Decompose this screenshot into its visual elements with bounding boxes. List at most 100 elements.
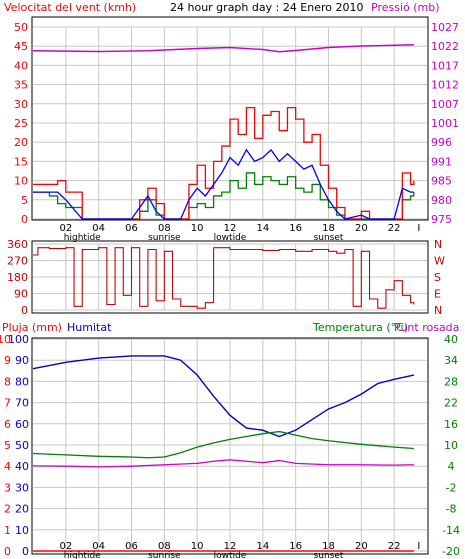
wind-axis-tick: 45 [14, 40, 28, 53]
x-axis-tick-label: 04 [92, 541, 105, 552]
grid-lines [33, 26, 427, 552]
temperature-axis-tick: 4 [448, 460, 455, 473]
series-lines [32, 44, 415, 552]
temperature-axis-tick: -20 [442, 545, 460, 558]
humidity-axis-tick: 70 [15, 397, 29, 410]
rain-axis-tick: 2 [4, 503, 11, 516]
pressure-axis-tick: 1017 [431, 59, 459, 72]
compass-axis-label: W [434, 255, 445, 268]
x-axis-tick-label: 02 [59, 541, 72, 552]
pressure-axis-tick: 980 [431, 194, 452, 207]
event-label-hightide: hightide [64, 551, 101, 559]
rain-axis-tick: 1 [4, 524, 11, 537]
wind-direction-line [33, 247, 415, 309]
rain-axis-tick: 9 [4, 354, 11, 367]
compass-axis-label: E [434, 288, 441, 301]
wind-axis-tick: 25 [14, 117, 28, 130]
x-axis-tick-label: I [417, 223, 420, 234]
temperature-axis-tick: -2 [446, 481, 457, 494]
wind-axis-tick: 10 [14, 175, 28, 188]
direction-axis-tick: 360 [7, 238, 28, 251]
dew-point-line [32, 459, 414, 468]
temperature-axis-tick: 16 [444, 418, 458, 431]
humidity-axis-tick: 0 [22, 545, 29, 558]
x-axis-tick-label: 10 [191, 223, 204, 234]
wind-axis-tick: 20 [14, 136, 28, 149]
x-axis-tick-label: 12 [224, 541, 237, 552]
humidity-axis-tick: 60 [15, 418, 29, 431]
direction-axis-tick: 0 [21, 304, 28, 317]
wind-axis-tick: 40 [14, 59, 28, 72]
wind-axis-tick: 0 [21, 213, 28, 226]
compass-axis-label: S [434, 271, 441, 284]
direction-axis-tick: 180 [7, 271, 28, 284]
wind-axis-title: Velocitat del vent (kmh) [4, 1, 136, 14]
rain-axis-tick: 7 [4, 397, 11, 410]
wind-axis-tick: 15 [14, 155, 28, 168]
x-axis-tick-label: I [417, 541, 420, 552]
x-axis-tick-label: 08 [158, 223, 171, 234]
x-axis-tick-label: 14 [256, 223, 269, 234]
humidity-axis-tick: 100 [8, 333, 29, 346]
x-axis-tick-label: 18 [322, 223, 335, 234]
x-axis-tick-label: 22 [388, 223, 401, 234]
pressure-axis-tick: 991 [431, 155, 452, 168]
temperature-axis-tick: 22 [444, 397, 458, 410]
wind-axis-tick: 50 [14, 21, 28, 34]
temperature-axis-tick: -8 [446, 503, 457, 516]
pressure-axis-tick: 1001 [431, 117, 459, 130]
x-axis-tick-label: 18 [322, 541, 335, 552]
wind-axis-tick: 5 [21, 194, 28, 207]
rain-axis-tick: 5 [4, 439, 11, 452]
x-axis-tick-label: 16 [289, 223, 302, 234]
event-label-sunrise: sunrise [148, 233, 181, 243]
event-label-lowtide: lowtide [214, 233, 247, 243]
x-axis-tick-label: 06 [125, 541, 138, 552]
pressure-axis-tick: 1027 [431, 21, 459, 34]
humidity-axis-tick: 20 [15, 503, 29, 516]
x-axis-tick-label: 20 [355, 541, 368, 552]
humidity-axis-tick: 50 [15, 439, 29, 452]
humidity-axis-tick: 80 [15, 375, 29, 388]
rain-axis-tick: 0 [4, 545, 11, 558]
rain-axis-tick: 10 [0, 333, 11, 346]
rain-axis-tick: 3 [4, 481, 11, 494]
pressure-axis-tick: 975 [431, 213, 452, 226]
humidity-axis-tick: 30 [15, 481, 29, 494]
temperature-axis-tick: 28 [444, 375, 458, 388]
direction-axis-tick: 90 [14, 288, 28, 301]
wind-axis-tick: 35 [14, 79, 28, 92]
humidity-line [32, 355, 415, 438]
pressure-axis-tick: 1007 [431, 98, 459, 111]
dew-axis-title: Punt rosada [394, 321, 459, 334]
temperature-axis-title: Temperatura (°C) [312, 321, 408, 334]
humidity-axis-title: Humitat [67, 321, 112, 334]
temperature-line [32, 430, 414, 459]
x-axis-tick-label: 10 [191, 541, 204, 552]
temperature-axis-tick: 40 [444, 333, 458, 346]
temperature-axis-tick: -14 [442, 524, 460, 537]
pressure-axis-title: Pressió (mb) [371, 1, 440, 14]
x-axis-tick-label: 12 [224, 223, 237, 234]
temperature-axis-tick: 34 [444, 354, 458, 367]
x-axis-tick-label: 06 [125, 223, 138, 234]
humidity-axis-tick: 90 [15, 354, 29, 367]
x-axis-tick-label: 14 [256, 541, 269, 552]
x-axis-tick-label: 08 [158, 541, 171, 552]
rain-axis-tick: 6 [4, 418, 11, 431]
direction-axis-tick: 270 [7, 255, 28, 268]
event-label-lowtide: lowtide [214, 551, 247, 559]
wind-axis-tick: 30 [14, 98, 28, 111]
x-axis-tick-label: 02 [59, 223, 72, 234]
event-label-sunrise: sunrise [148, 551, 181, 559]
pressure-axis-tick: 996 [431, 136, 452, 149]
event-label-sunset: sunset [314, 233, 344, 243]
rain-axis-tick: 4 [4, 460, 11, 473]
compass-axis-label: N [434, 304, 442, 317]
pressure-axis-tick: 1022 [431, 40, 459, 53]
pressure-axis-tick: 985 [431, 175, 452, 188]
x-axis-tick-label: 16 [289, 541, 302, 552]
x-axis-tick-label: 22 [388, 541, 401, 552]
